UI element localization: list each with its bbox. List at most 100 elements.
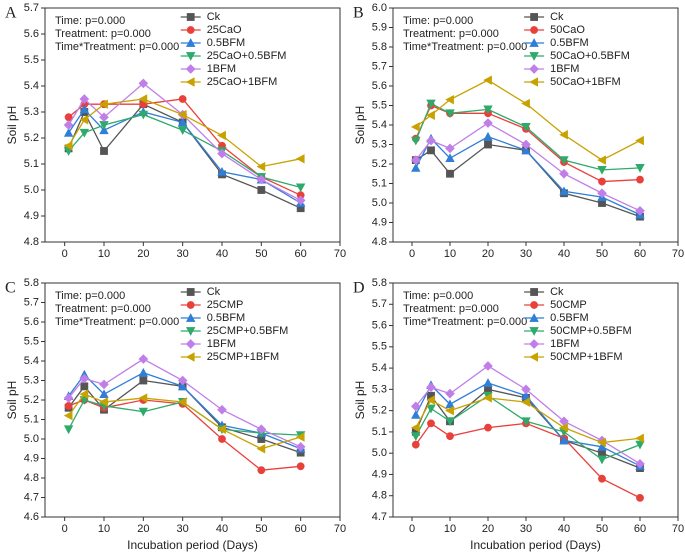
marker [63, 120, 74, 130]
marker [79, 115, 89, 125]
x-tick-label: 10 [444, 248, 456, 260]
annotation: Time*Treatment: p=0.000 [403, 316, 527, 328]
legend-marker [529, 313, 539, 322]
marker [63, 393, 74, 403]
marker [177, 375, 188, 386]
y-tick-label: 5.3 [24, 106, 39, 118]
legend-marker [185, 52, 196, 61]
marker [296, 462, 305, 471]
marker [426, 110, 435, 120]
y-tick-label: 5.9 [372, 21, 387, 33]
x-tick-label: 20 [482, 248, 494, 260]
y-tick-label: 5.0 [372, 197, 387, 209]
marker [635, 135, 644, 146]
legend-label: 0.5BFM [550, 312, 589, 324]
y-tick-label: 5.8 [24, 277, 39, 289]
y-tick-label: 4.9 [24, 452, 39, 464]
annotation: Time*Treatment: p=0.000 [55, 316, 179, 328]
y-tick-label: 5.1 [372, 177, 387, 189]
marker [559, 186, 569, 196]
y-tick-label: 5.8 [372, 41, 387, 53]
series [64, 95, 305, 200]
y-tick-label: 5.2 [372, 405, 387, 417]
marker [100, 147, 108, 155]
marker [427, 419, 435, 428]
x-tick-label: 20 [137, 523, 149, 535]
y-axis-title: Soil pH [353, 106, 367, 145]
marker [597, 437, 606, 448]
marker [521, 123, 531, 132]
series [410, 361, 645, 469]
marker [445, 399, 455, 409]
marker [410, 422, 420, 433]
legend-marker [530, 288, 538, 296]
marker [256, 161, 266, 172]
marker [521, 390, 531, 400]
marker [521, 98, 530, 109]
x-tick-label: 70 [672, 248, 684, 260]
marker [63, 410, 73, 421]
marker [79, 104, 90, 114]
series-line [415, 122, 641, 212]
x-tick-label: 60 [634, 523, 646, 535]
marker [411, 163, 421, 172]
marker [483, 131, 493, 141]
marker [445, 94, 454, 105]
legend-marker [529, 38, 539, 47]
panel-label: C [5, 280, 16, 297]
marker [635, 440, 645, 450]
x-tick-label: 10 [98, 248, 110, 260]
marker [80, 382, 89, 391]
x-tick-label: 10 [444, 523, 456, 535]
legend-marker [186, 301, 195, 309]
marker [63, 127, 74, 137]
marker [411, 136, 421, 146]
legend-marker [186, 26, 195, 34]
marker [138, 367, 149, 377]
marker [99, 112, 109, 123]
x-tick-label: 0 [409, 248, 415, 260]
marker [217, 424, 226, 434]
series [411, 99, 645, 175]
y-tick-label: 5.3 [372, 138, 387, 150]
marker [217, 148, 227, 159]
legend-label: 0.5BFM [550, 37, 589, 49]
legend-label: 0.5BFM [207, 312, 246, 324]
marker [411, 410, 421, 419]
marker [411, 440, 420, 449]
annotation: Time: p=0.000 [55, 290, 125, 302]
marker [426, 99, 436, 109]
legend-label: 0.5BFM [207, 37, 246, 49]
y-tick-label: 5.7 [24, 296, 39, 308]
y-tick-label: 4.8 [372, 236, 387, 248]
y-tick-label: 4.8 [372, 490, 387, 502]
y-tick-label: 6.0 [372, 2, 387, 14]
legend-label: 1BFM [207, 63, 236, 75]
marker [426, 382, 436, 393]
legend-marker [186, 13, 195, 21]
y-tick-label: 5.4 [372, 119, 387, 131]
marker [445, 405, 454, 416]
marker [99, 99, 108, 109]
y-tick-label: 5.3 [372, 383, 387, 395]
legend-marker [529, 327, 539, 336]
marker [426, 135, 436, 146]
marker [79, 389, 89, 399]
legend-marker [529, 77, 539, 87]
marker [483, 393, 492, 403]
marker [217, 404, 227, 415]
y-tick-label: 5.7 [372, 298, 387, 310]
marker [217, 130, 226, 141]
marker [426, 404, 436, 414]
x-tick-label: 30 [520, 523, 532, 535]
marker [445, 153, 455, 163]
marker [559, 422, 568, 433]
series [411, 419, 644, 502]
marker [138, 94, 148, 104]
y-axis-title: Soil pH [353, 381, 367, 420]
series [63, 78, 306, 206]
legend-label: 50CaO [550, 24, 585, 36]
panel-label: D [353, 280, 365, 297]
y-tick-label: 5.5 [24, 54, 39, 66]
marker [411, 432, 421, 441]
